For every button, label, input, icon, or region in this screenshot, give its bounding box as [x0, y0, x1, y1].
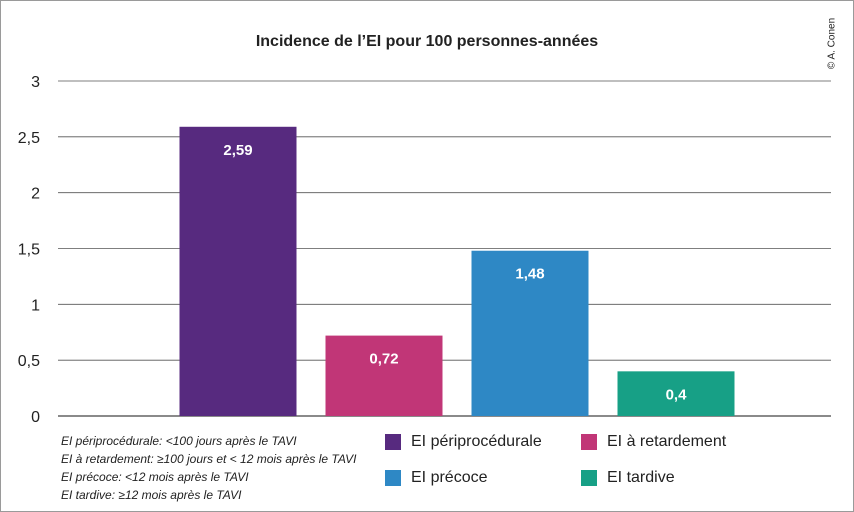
- legend-item-precoce: EI précoce: [385, 469, 487, 487]
- legend-item-periprocedurale: EI périprocédurale: [385, 433, 542, 451]
- legend: EI périprocédurale EI à retardement EI p…: [385, 433, 785, 493]
- y-tick-label: 0,5: [18, 353, 40, 370]
- legend-item-tardive: EI tardive: [581, 469, 675, 487]
- bar-retardement: [325, 335, 443, 416]
- note-tardive: EI tardive: ≥12 mois après le TAVI: [61, 488, 242, 502]
- bar-chart: 0 0,5 1 1,5 2 2,5 3 2,59 0,72 1,48 0,4: [18, 74, 831, 426]
- legend-swatch-retardement: [581, 434, 597, 450]
- bar-value-label: 2,59: [223, 142, 252, 159]
- legend-label-periprocedurale: EI périprocédurale: [411, 433, 542, 450]
- legend-swatch-precoce: [385, 470, 401, 486]
- y-tick-label: 2: [31, 186, 40, 203]
- legend-swatch-tardive: [581, 470, 597, 486]
- legend-label-tardive: EI tardive: [607, 469, 675, 486]
- y-tick-label: 1: [31, 297, 40, 314]
- y-tick-label: 0: [31, 409, 40, 426]
- bar-periprocedurale: [179, 126, 297, 417]
- y-tick-label: 2,5: [18, 130, 40, 147]
- bar-value-label: 0,72: [369, 351, 398, 368]
- definition-notes: EI périprocédurale: <100 jours après le …: [61, 432, 357, 504]
- bar-tardive: [617, 371, 735, 416]
- note-retardement: EI à retardement: ≥100 jours et < 12 moi…: [61, 452, 357, 466]
- note-periprocedural: EI périprocédurale: <100 jours après le …: [61, 434, 297, 448]
- legend-label-precoce: EI précoce: [411, 469, 488, 486]
- y-tick-label: 1,5: [18, 242, 40, 259]
- legend-label-retardement: EI à retardement: [607, 433, 727, 450]
- chart-title: Incidence de l’EI pour 100 personnes-ann…: [255, 33, 599, 50]
- y-tick-label: 3: [31, 74, 40, 91]
- bar-precoce: [471, 250, 589, 416]
- legend-item-retardement: EI à retardement: [581, 433, 726, 451]
- bar-value-label: 0,4: [666, 386, 688, 403]
- note-precoce: EI précoce: <12 mois après le TAVI: [61, 470, 249, 484]
- bar-value-label: 1,48: [515, 266, 544, 283]
- legend-swatch-periprocedurale: [385, 434, 401, 450]
